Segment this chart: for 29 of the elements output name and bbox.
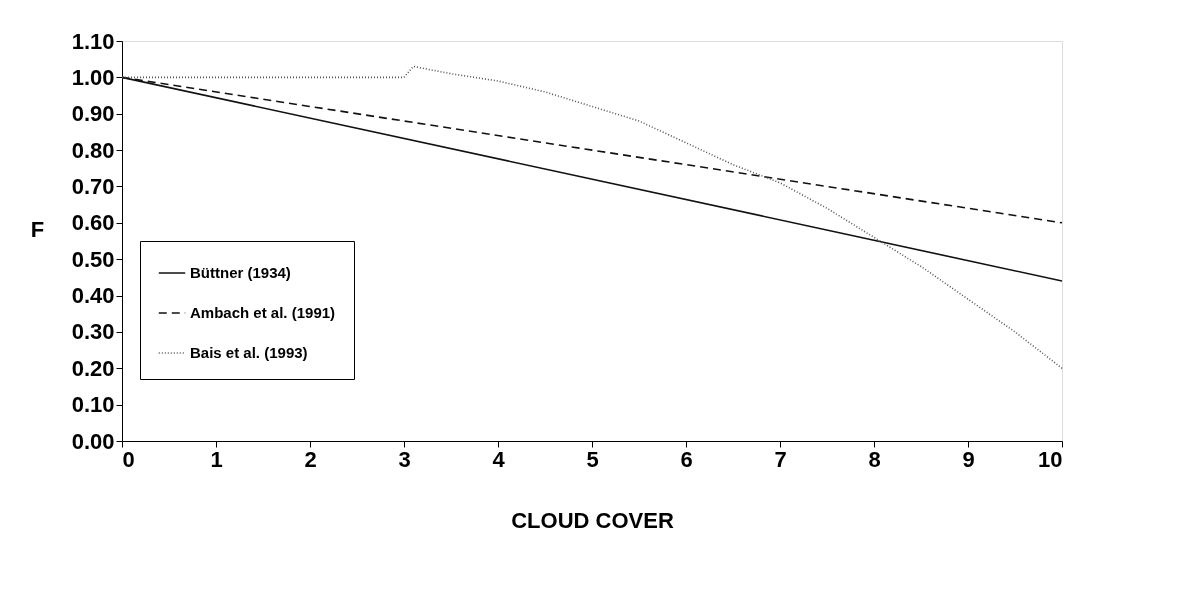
legend-label: Büttner (1934)	[190, 264, 291, 281]
y-axis-title: F	[30, 216, 45, 242]
x-axis-title: CLOUD COVER	[511, 507, 674, 533]
y-tick-label: 0.00	[71, 428, 115, 454]
x-tick-label: 4	[492, 446, 506, 472]
y-tick-label: 0.80	[71, 137, 115, 163]
x-tick-label: 3	[398, 446, 411, 472]
line-series	[121, 65, 1063, 370]
y-tick-label: 0.10	[71, 392, 115, 418]
x-tick-label: 2	[304, 446, 317, 472]
legend-label: Ambach et al. (1991)	[190, 304, 336, 321]
x-tick-label: 8	[868, 446, 881, 472]
y-tick-label: 0.20	[71, 355, 115, 381]
y-tick-label: 1.10	[71, 28, 115, 54]
x-tick-label: 10	[1038, 446, 1063, 472]
x-tick-label: 0	[122, 446, 135, 472]
x-tick-label: 9	[962, 446, 975, 472]
x-tick-label: 5	[586, 446, 599, 472]
y-tick-label: 0.70	[71, 173, 115, 199]
y-tick-label: 0.60	[71, 210, 115, 236]
y-tick-label: 0.40	[71, 283, 115, 309]
x-tick-label: 1	[210, 446, 223, 472]
x-tick-label: 7	[774, 446, 787, 472]
x-tick-label: 6	[680, 446, 693, 472]
y-tick-label: 1.00	[71, 64, 115, 90]
y-tick-label: 0.90	[71, 101, 115, 127]
y-tick-label: 0.30	[71, 319, 115, 345]
legend-label: Bais et al. (1993)	[190, 344, 308, 361]
y-tick-label: 0.50	[71, 246, 115, 272]
